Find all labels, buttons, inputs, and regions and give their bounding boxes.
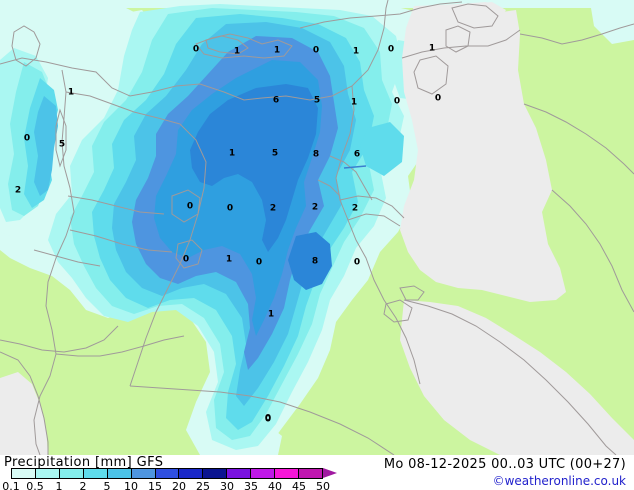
tick-label-30: 30 (220, 480, 234, 490)
color-scale-segment-0 (12, 469, 35, 478)
tick-label-0.1: 0.1 (2, 480, 20, 490)
color-scale-segment-5 (130, 469, 155, 478)
color-scale-arrow (323, 468, 337, 478)
precip-value-label: 0 (434, 93, 442, 104)
precip-value-label: 0 (264, 413, 272, 424)
precip-value-label: 0 (23, 133, 31, 144)
precip-value-label: 0 (186, 201, 194, 212)
water-accent (343, 165, 367, 169)
precip-value-label: 5 (58, 139, 66, 150)
precip-value-label: 0 (226, 203, 234, 214)
precip-value-label: 1 (267, 309, 275, 320)
precip-value-label: 6 (353, 149, 361, 160)
tick-label-1: 1 (55, 480, 63, 490)
tick-label-25: 25 (196, 480, 210, 490)
color-scale-segment-4 (106, 469, 131, 478)
legend-panel: Precipitation [mm] GFS 0.1 0.5 1 2 5 10 15 20 25… (0, 455, 634, 490)
precip-value-label: 0 (393, 96, 401, 107)
precip-band-20 (190, 84, 318, 252)
color-scale-segment-8 (202, 469, 227, 478)
color-scale-bar (11, 468, 323, 479)
precip-value-label: 1 (273, 45, 281, 56)
color-scale (11, 468, 323, 479)
precip-value-label: 2 (311, 202, 319, 213)
tick-label-5: 5 (103, 480, 111, 490)
legend-title: Precipitation [mm] GFS (4, 455, 164, 470)
color-scale-segment-1 (34, 469, 59, 478)
tick-label-50: 50 (316, 480, 330, 490)
arid-region (0, 2, 634, 455)
color-scale-segment-7 (178, 469, 203, 478)
color-scale-segment-9 (226, 469, 251, 478)
tick-label-35: 35 (244, 480, 258, 490)
precip-value-label: 5 (313, 95, 321, 106)
precip-value-label: 0 (353, 257, 361, 268)
precip-value-label: 1 (67, 87, 75, 98)
precip-value-label: 0 (255, 257, 263, 268)
precip-value-label: 1 (228, 148, 236, 159)
precip-value-label: 0 (192, 44, 200, 55)
color-scale-segment-6 (154, 469, 179, 478)
precip-core-lower (288, 232, 332, 290)
precip-value-label: 5 (271, 148, 279, 159)
precip-value-label: 8 (312, 149, 320, 160)
precip-value-label: 2 (269, 203, 277, 214)
color-scale-segment-12 (298, 469, 322, 478)
precip-value-label: 8 (311, 256, 319, 267)
precip-value-label: 1 (352, 46, 360, 57)
precip-value-label: 1 (233, 46, 241, 57)
color-scale-segment-3 (82, 469, 107, 478)
precip-value-label: 0 (312, 45, 320, 56)
valid-time-stamp: Mo 08-12-2025 00..03 UTC (00+27) (383, 457, 626, 472)
color-scale-segment-11 (274, 469, 299, 478)
tick-label-45: 45 (292, 480, 306, 490)
color-scale-ticks: 0.1 0.5 1 2 5 10 15 20 25 30 35 40 45 50 (0, 480, 340, 490)
tick-label-0.5: 0.5 (26, 480, 44, 490)
color-scale-segment-2 (58, 469, 83, 478)
tick-label-40: 40 (268, 480, 282, 490)
precip-value-label: 6 (272, 95, 280, 106)
tick-label-10: 10 (124, 480, 138, 490)
precip-value-label: 0 (264, 414, 272, 425)
tick-label-2: 2 (79, 480, 87, 490)
precip-value-label: 1 (350, 97, 358, 108)
color-scale-segment-10 (250, 469, 275, 478)
copyright-credit: ©weatheronline.co.uk (492, 474, 626, 488)
precip-value-label: 1 (225, 254, 233, 265)
precip-value-label: 1 (428, 43, 436, 54)
tick-label-15: 15 (148, 480, 162, 490)
precip-value-label: 0 (182, 254, 190, 265)
tick-label-20: 20 (172, 480, 186, 490)
precip-value-label: 2 (351, 203, 359, 214)
map-canvas (0, 0, 634, 455)
precip-value-label: 0 (387, 44, 395, 55)
precip-value-label: 2 (14, 185, 22, 196)
country-borders (0, 0, 634, 455)
